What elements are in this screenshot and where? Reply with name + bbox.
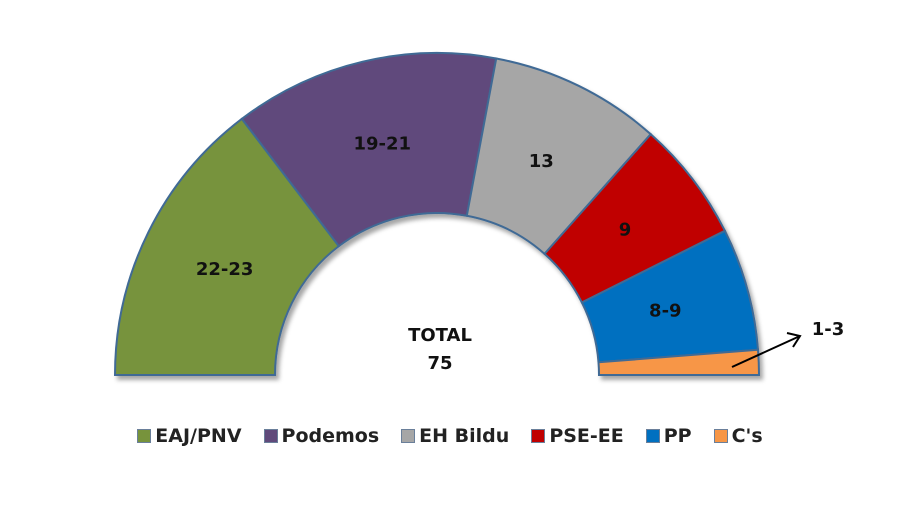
legend-item: EAJ/PNV <box>137 425 242 447</box>
segment-value-label: 13 <box>529 151 554 172</box>
legend: EAJ/PNV Podemos EH Bildu PSE-EE PP C's <box>0 425 900 447</box>
legend-swatch-icon <box>401 429 416 443</box>
legend-label: PP <box>663 425 692 447</box>
legend-label: Podemos <box>281 425 380 447</box>
legend-item: C's <box>713 425 763 447</box>
arrow-head-icon <box>786 332 802 348</box>
segment-value-label: 9 <box>619 220 632 241</box>
legend-label: EH Bildu <box>419 425 510 447</box>
callout-arrow <box>731 335 801 368</box>
total-value: 75 <box>427 353 452 374</box>
legend-swatch-icon <box>645 429 660 443</box>
segment-value-label: 8-9 <box>649 300 682 321</box>
legend-label: C's <box>731 425 763 447</box>
segment-value-label: 19-21 <box>353 133 411 154</box>
legend-label: EAJ/PNV <box>155 425 242 447</box>
segment-eaj-pnv <box>113 117 341 376</box>
segment-podemos <box>240 52 498 248</box>
legend-swatch-icon <box>713 429 728 443</box>
legend-swatch-icon <box>137 429 152 443</box>
legend-item: EH Bildu <box>401 425 509 447</box>
legend-item: Podemos <box>263 425 380 447</box>
legend-label: PSE-EE <box>549 425 624 447</box>
legend-swatch-icon <box>531 429 546 443</box>
segment-value-label: 22-23 <box>196 259 254 280</box>
legend-item: PP <box>645 425 692 447</box>
legend-swatch-icon <box>263 429 278 443</box>
legend-item: PSE-EE <box>531 425 624 447</box>
callout-label: 1-3 <box>812 319 845 340</box>
segment-c-s <box>597 348 761 376</box>
total-label: TOTAL <box>408 325 472 346</box>
